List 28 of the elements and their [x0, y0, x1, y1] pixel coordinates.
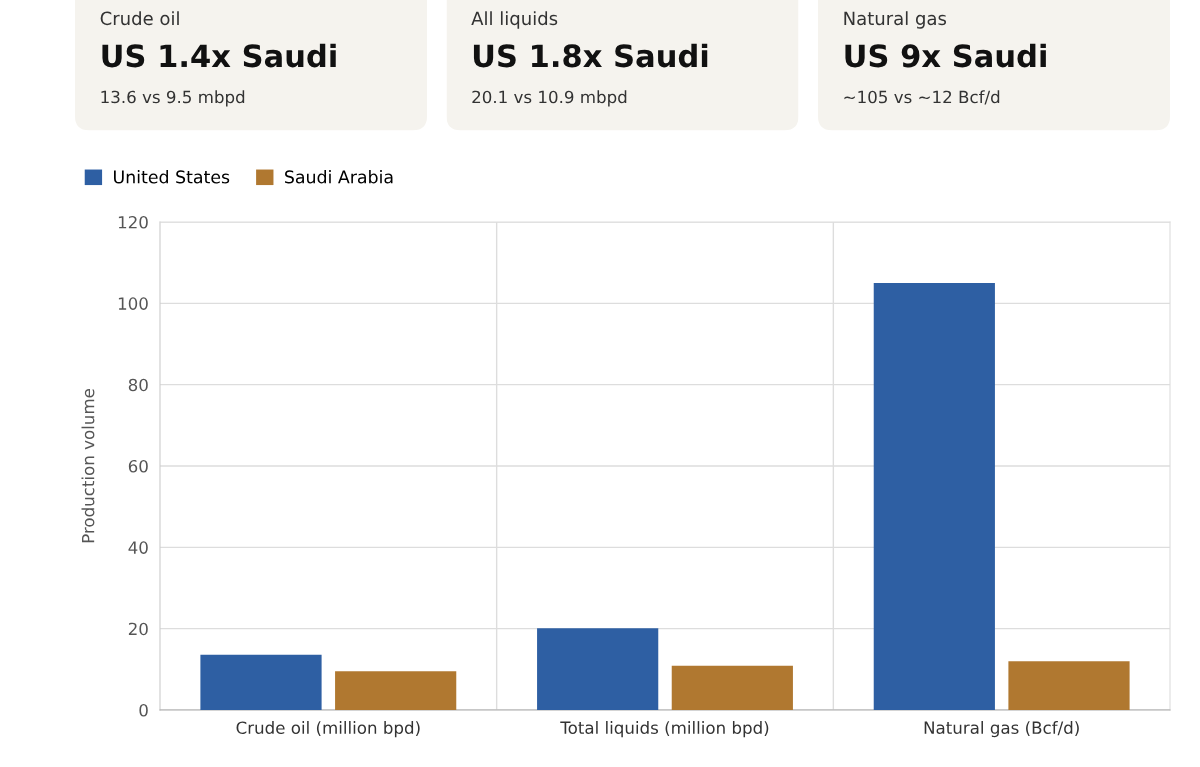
y-tick-label: 60 — [128, 459, 148, 473]
x-tick-label: Crude oil (million bpd) — [236, 721, 420, 738]
y-tick-label: 40 — [128, 541, 148, 554]
text: Natural gas — [844, 11, 947, 29]
text: 13.6 vs 9.5 mbpd — [101, 90, 245, 107]
y-tick-label: 20 — [128, 622, 148, 636]
y-tick-label: 80 — [128, 378, 148, 392]
bar — [671, 665, 793, 710]
y-tick-label: 100 — [118, 297, 148, 310]
y-tick-label: 120 — [118, 215, 148, 229]
bar — [335, 671, 457, 710]
text: US 1.8x Saudi — [473, 43, 708, 68]
y-tick-label: 0 — [139, 703, 148, 717]
text: All liquids — [471, 11, 558, 29]
x-tick-label: Natural gas (Bcf/d) — [924, 721, 1079, 738]
bar — [200, 654, 322, 710]
legend-label: Saudi Arabia — [285, 170, 393, 184]
legend-label: United States — [114, 170, 230, 184]
y-axis-title: Production volume — [81, 389, 95, 543]
text: US 9x Saudi — [845, 43, 1046, 68]
text: Crude oil — [100, 11, 179, 26]
bar — [873, 283, 995, 710]
bar — [1008, 661, 1130, 710]
text: 20.1 vs 10.9 mbpd — [472, 90, 627, 107]
text: ~105 vs ~12 Bcf/d — [844, 90, 1000, 105]
bar — [537, 628, 659, 710]
text: US 1.4x Saudi — [102, 43, 336, 68]
x-tick-label: Total liquids (million bpd) — [560, 721, 769, 738]
